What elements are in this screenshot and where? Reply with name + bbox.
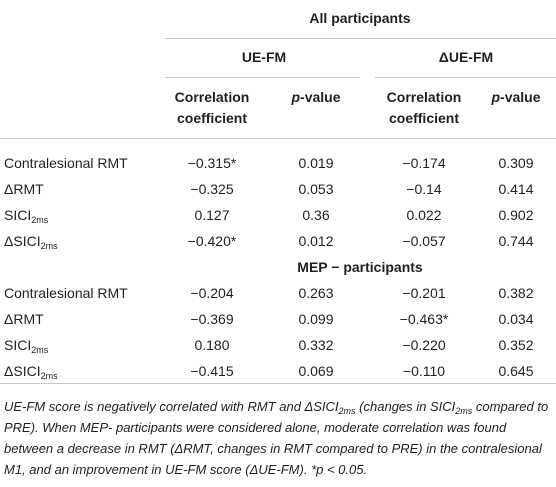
cell: −0.369 <box>190 311 234 327</box>
cell: −0.420* <box>187 233 237 249</box>
italic-text: p <box>291 89 301 105</box>
subscript: 2ms <box>40 241 58 251</box>
cell: 0.019 <box>298 155 334 171</box>
cell: 0.263 <box>298 285 334 301</box>
row-label: ΔSICI2ms <box>4 233 58 251</box>
text: SICI <box>4 337 32 353</box>
cell: −0.204 <box>190 285 234 301</box>
rule <box>165 38 556 39</box>
text: Contralesional RMT <box>4 155 128 171</box>
text: -value <box>500 89 541 105</box>
cell: 0.180 <box>194 337 230 353</box>
subgroup-header: UE-FM <box>241 49 287 65</box>
cell: −0.057 <box>402 233 446 249</box>
italic-text: p <box>491 89 501 105</box>
cell: 0.099 <box>298 311 334 327</box>
column-header: Correlation <box>386 89 462 105</box>
cell: −0.201 <box>402 285 446 301</box>
group-header: All participants <box>309 10 411 26</box>
row-label: SICI2ms <box>4 337 49 355</box>
cell: 0.382 <box>498 285 534 301</box>
cell: 0.744 <box>498 233 534 249</box>
text: -value <box>300 89 341 105</box>
cell: −0.315* <box>187 155 237 171</box>
cell: 0.645 <box>498 363 534 379</box>
row-label: ΔRMT <box>4 181 44 197</box>
text: compared to PRE). When MEP- participants… <box>4 399 549 477</box>
cell: −0.14 <box>406 181 442 197</box>
cell: 0.332 <box>298 337 334 353</box>
subscript: 2ms <box>31 215 49 225</box>
text: ΔRMT <box>4 311 44 327</box>
text: (changes in SICI <box>355 399 456 414</box>
row-label: Contralesional RMT <box>4 285 128 301</box>
subscript: 2ms <box>338 406 356 416</box>
column-header: coefficient <box>388 110 459 126</box>
cell: 0.069 <box>298 363 334 379</box>
text: Contralesional RMT <box>4 285 128 301</box>
cell: −0.220 <box>402 337 446 353</box>
text: ΔSICI <box>4 363 41 379</box>
subscript: 2ms <box>31 345 49 355</box>
cell: −0.325 <box>190 181 234 197</box>
cell: −0.415 <box>190 363 234 379</box>
row-label: ΔSICI2ms <box>4 363 58 381</box>
rule <box>0 138 556 139</box>
caption: UE-FM score is negatively correlated wit… <box>4 396 552 480</box>
cell: −0.110 <box>402 363 446 379</box>
section-title: MEP − participants <box>297 259 423 275</box>
cell: 0.36 <box>302 207 330 223</box>
rule <box>165 77 360 78</box>
cell: 0.012 <box>298 233 334 249</box>
text: ΔRMT <box>4 181 44 197</box>
column-header: p-value <box>471 89 556 105</box>
cell: 0.022 <box>406 207 442 223</box>
rule <box>375 77 556 78</box>
text: SICI <box>4 207 32 223</box>
column-header: coefficient <box>176 110 247 126</box>
cell: −0.174 <box>402 155 446 171</box>
row-label: Contralesional RMT <box>4 155 128 171</box>
cell: 0.127 <box>194 207 230 223</box>
row-label: SICI2ms <box>4 207 49 225</box>
cell: 0.053 <box>298 181 334 197</box>
subgroup-header: ΔUE-FM <box>438 49 494 65</box>
text: ΔSICI <box>4 233 41 249</box>
rule <box>0 383 556 384</box>
cell: 0.414 <box>498 181 534 197</box>
cell: 0.352 <box>498 337 534 353</box>
subscript: 2ms <box>455 406 473 416</box>
column-header: p-value <box>271 89 361 105</box>
column-header: Correlation <box>174 89 250 105</box>
row-label: ΔRMT <box>4 311 44 327</box>
text: UE-FM score is negatively correlated wit… <box>4 399 339 414</box>
cell: 0.034 <box>498 311 534 327</box>
cell: 0.309 <box>498 155 534 171</box>
cell: −0.463* <box>399 311 449 327</box>
cell: 0.902 <box>498 207 534 223</box>
subscript: 2ms <box>40 371 58 381</box>
